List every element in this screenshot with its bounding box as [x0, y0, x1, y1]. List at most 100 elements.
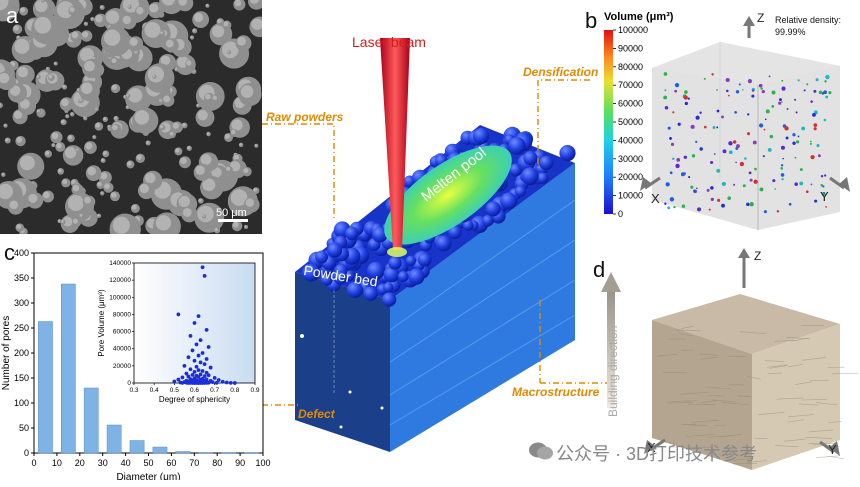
scatter-point — [200, 265, 205, 270]
scatter-point — [192, 358, 197, 363]
bar-x-tick-label: 10 — [52, 458, 62, 468]
bar-y-tick-label: 350 — [14, 273, 29, 283]
watermark-text: 公众号 · 3D打印技术参考 — [556, 444, 758, 464]
sem-scale-label: 50 μm — [216, 207, 247, 219]
scatter-point — [172, 379, 177, 384]
bar-y-axis-label: Number of pores — [1, 316, 12, 390]
scatter-point — [200, 381, 205, 385]
scatter-y-tick-label: 120000 — [109, 277, 131, 284]
scatter-point — [176, 377, 181, 382]
scatter-point — [196, 368, 201, 373]
bar-x-tick-label: 20 — [75, 458, 85, 468]
scatter-point — [208, 365, 213, 370]
scatter-point — [186, 374, 191, 379]
scatter-point — [196, 314, 201, 319]
bar — [61, 283, 76, 454]
bar — [198, 452, 214, 454]
scatter-point — [202, 273, 207, 278]
bar-x-tick-label: 40 — [121, 458, 131, 468]
scatter-point — [212, 375, 217, 380]
scatter-y-tick-label: 80000 — [113, 311, 131, 318]
macro-axis-x: X — [647, 440, 656, 455]
bar-y-tick-label: 150 — [14, 373, 29, 383]
scatter-point — [202, 374, 207, 379]
bar — [221, 452, 236, 454]
bar-y-tick-label: 50 — [19, 423, 29, 433]
bar-x-tick-label: 80 — [212, 458, 222, 468]
scatter-point — [180, 375, 185, 380]
volume-colorbar: 1000009000080000700006000050000400003000… — [604, 25, 648, 219]
scatter-point — [192, 321, 197, 325]
bar-x-tick-label: 90 — [235, 458, 245, 468]
bar-y-tick-label: 200 — [14, 348, 29, 358]
scatter-point — [196, 353, 201, 358]
scatter-y-tick-label: 140000 — [109, 260, 131, 267]
colorbar-tick-label: 60000 — [618, 99, 643, 109]
bar — [152, 446, 168, 454]
scatter-x-tick-label: 0.7 — [210, 387, 219, 394]
bar-x-tick-label: 100 — [255, 458, 270, 468]
callout-defect: Defect — [298, 407, 335, 421]
bar — [106, 424, 122, 454]
bar — [38, 321, 53, 454]
colorbar-tick-label: 40000 — [618, 135, 643, 145]
scatter-x-tick-label: 0.6 — [190, 387, 199, 394]
colorbar-tick-label: 100000 — [618, 25, 648, 35]
bar-x-tick-label: 60 — [166, 458, 176, 468]
bar-x-axis-label: Diameter (μm) — [116, 472, 180, 480]
ct-axis-x: X — [651, 191, 660, 206]
scatter-x-tick-label: 0.9 — [250, 387, 259, 394]
scatter-point — [176, 312, 181, 317]
scatter-point — [184, 371, 189, 376]
scatter-point — [200, 369, 205, 373]
scatter-point — [196, 381, 201, 385]
ct-axis-z: Z — [757, 11, 765, 25]
bar-x-tick-label: 0 — [31, 458, 36, 468]
process-schematic — [295, 38, 576, 452]
colorbar-tick-label: 70000 — [618, 80, 643, 90]
bar-y-tick-label: 0 — [24, 448, 29, 458]
scatter-point — [204, 357, 209, 361]
relative-density-label: Relative density: — [775, 15, 842, 25]
scatter-point — [204, 370, 209, 375]
callout-macrostructure: Macrostructure — [512, 385, 600, 399]
scatter-point — [190, 381, 195, 385]
scatter-y-tick-label: 100000 — [109, 294, 131, 301]
block-side-face — [390, 163, 575, 452]
macrostructure-cube — [601, 248, 858, 470]
callout-densification: Densification — [523, 65, 599, 79]
panel-label-b: b — [585, 8, 598, 33]
scatter-point — [182, 363, 187, 368]
bar-x-tick-label: 30 — [98, 458, 108, 468]
bar — [83, 387, 99, 454]
scatter-point — [190, 348, 195, 353]
scatter-y-axis-label: Pore Volume (μm³) — [97, 289, 106, 357]
bar — [175, 451, 191, 454]
bar-y-tick-label: 400 — [14, 248, 29, 258]
scatter-point — [190, 372, 195, 377]
bar — [244, 452, 259, 454]
scatter-point — [198, 338, 203, 343]
scatter-point — [232, 381, 237, 385]
macro-axis-z: Z — [754, 249, 762, 263]
callout-raw-powders: Raw powders — [266, 110, 344, 124]
scatter-point — [202, 362, 207, 367]
panel-label-d: d — [593, 257, 606, 282]
scatter-y-tick-label: 60000 — [113, 329, 131, 336]
ct-axis-y: Y — [820, 189, 829, 204]
scatter-point — [198, 372, 203, 377]
scatter-x-axis-label: Degree of sphericity — [159, 395, 230, 404]
building-direction-arrow — [607, 290, 615, 408]
macro-axis-y: Y — [828, 442, 837, 457]
scatter-point — [194, 342, 199, 347]
ct-pore-cube — [640, 16, 850, 230]
scatter-point — [224, 380, 229, 385]
wechat-logo — [529, 442, 553, 460]
scatter-x-tick-label: 0.8 — [230, 387, 239, 394]
scatter-point — [200, 351, 205, 355]
bar-x-tick-label: 70 — [189, 458, 199, 468]
scatter-point — [192, 369, 197, 374]
scatter-point — [228, 381, 233, 385]
colorbar-tick-label: 0 — [618, 209, 623, 219]
